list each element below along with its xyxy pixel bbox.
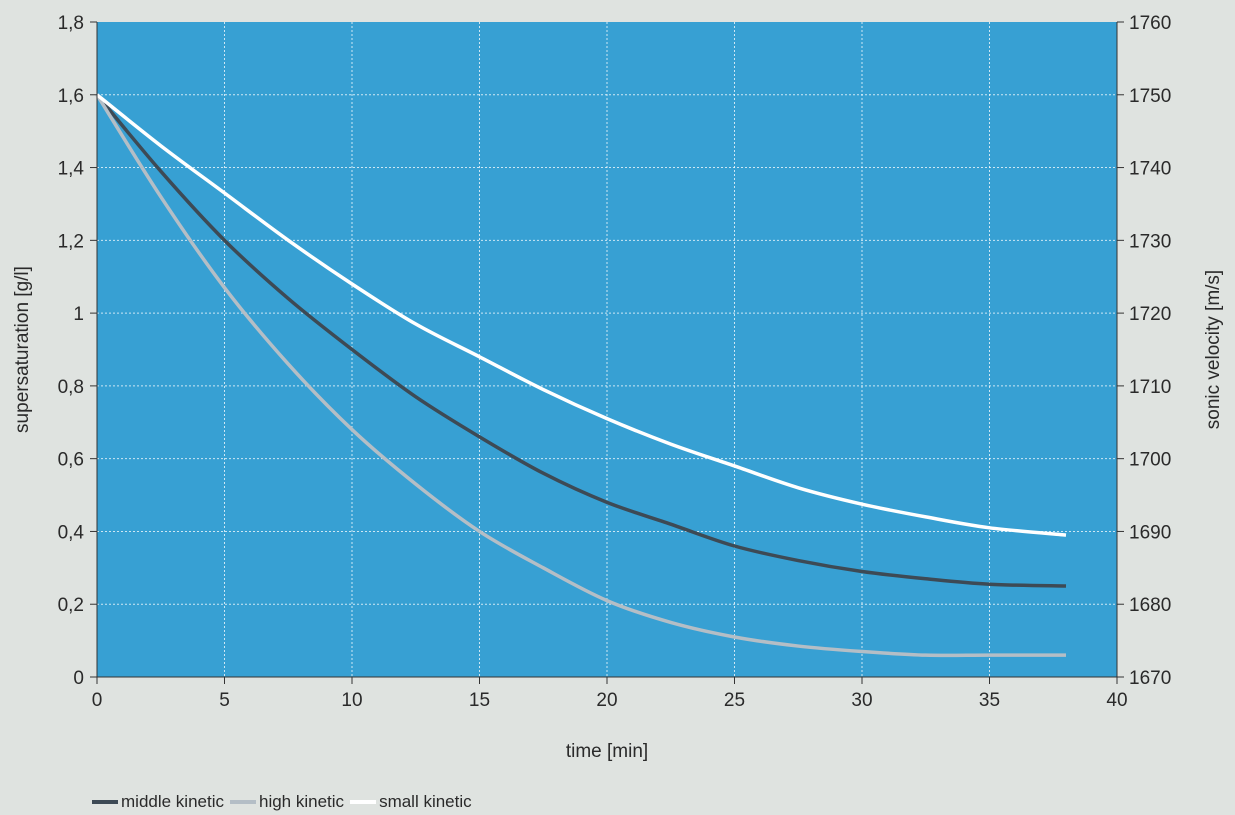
y-tick-label-left: 0,2 bbox=[58, 595, 84, 616]
y-tick-label-left: 0,8 bbox=[58, 377, 84, 398]
legend-label: high kinetic bbox=[259, 792, 345, 811]
axes bbox=[90, 21, 1124, 684]
legend-label: small kinetic bbox=[379, 792, 472, 811]
y-tick-label-left: 1,4 bbox=[58, 159, 85, 180]
x-axis-title: time [min] bbox=[566, 741, 648, 762]
grid-lines bbox=[97, 22, 1117, 677]
x-tick-label: 10 bbox=[341, 690, 362, 711]
y-tick-label-left: 1 bbox=[73, 304, 84, 325]
series-lines bbox=[95, 93, 1067, 658]
x-tick-label: 25 bbox=[724, 690, 745, 711]
series-line-high-kinetic bbox=[95, 93, 1066, 658]
x-tick-label: 5 bbox=[219, 690, 230, 711]
y-tick-label-right: 1720 bbox=[1129, 304, 1171, 325]
y-tick-label-left: 1,8 bbox=[58, 13, 84, 34]
y-tick-label-right: 1670 bbox=[1129, 668, 1171, 689]
x-tick-label: 35 bbox=[979, 690, 1000, 711]
y-tick-label-left: 1,6 bbox=[58, 86, 84, 107]
y-tick-label-left: 0,4 bbox=[58, 522, 85, 543]
y-axis-title-right: sonic velocity [m/s] bbox=[1203, 270, 1224, 429]
x-tick-label: 15 bbox=[469, 690, 490, 711]
legend-swatch bbox=[92, 800, 118, 804]
y-tick-label-left: 0,6 bbox=[58, 450, 84, 471]
y-tick-label-right: 1700 bbox=[1129, 450, 1171, 471]
legend-label: middle kinetic bbox=[121, 792, 224, 811]
x-tick-label: 0 bbox=[92, 690, 103, 711]
tick-labels: 0 5 10 15 20 25 30 35 40 0 1670 0,2 1680 0,4 1690 0,6 17… bbox=[58, 13, 1172, 711]
y-axis-title-left: supersaturation [g/l] bbox=[12, 266, 33, 433]
legend-item: middle kinetic bbox=[92, 792, 224, 812]
x-tick-label: 30 bbox=[851, 690, 872, 711]
y-tick-label-left: 1,2 bbox=[58, 231, 84, 252]
y-tick-label-right: 1760 bbox=[1129, 13, 1171, 34]
y-tick-label-right: 1750 bbox=[1129, 86, 1171, 107]
x-tick-label: 40 bbox=[1106, 690, 1127, 711]
legend-swatch bbox=[230, 800, 256, 804]
y-tick-label-left: 0 bbox=[73, 668, 84, 689]
series-line-middle-kinetic bbox=[95, 93, 1067, 588]
legend-item: small kinetic bbox=[350, 792, 472, 812]
y-tick-label-right: 1730 bbox=[1129, 231, 1171, 252]
y-tick-label-right: 1710 bbox=[1129, 377, 1171, 398]
y-tick-label-right: 1690 bbox=[1129, 522, 1171, 543]
x-tick-label: 20 bbox=[596, 690, 617, 711]
y-tick-label-right: 1680 bbox=[1129, 595, 1171, 616]
series-line-small-kinetic bbox=[95, 93, 1067, 537]
y-tick-label-right: 1740 bbox=[1129, 159, 1171, 180]
legend-swatch bbox=[350, 800, 377, 804]
legend: middle kinetic high kinetic small kinetic bbox=[92, 792, 478, 812]
legend-item: high kinetic bbox=[230, 792, 344, 812]
